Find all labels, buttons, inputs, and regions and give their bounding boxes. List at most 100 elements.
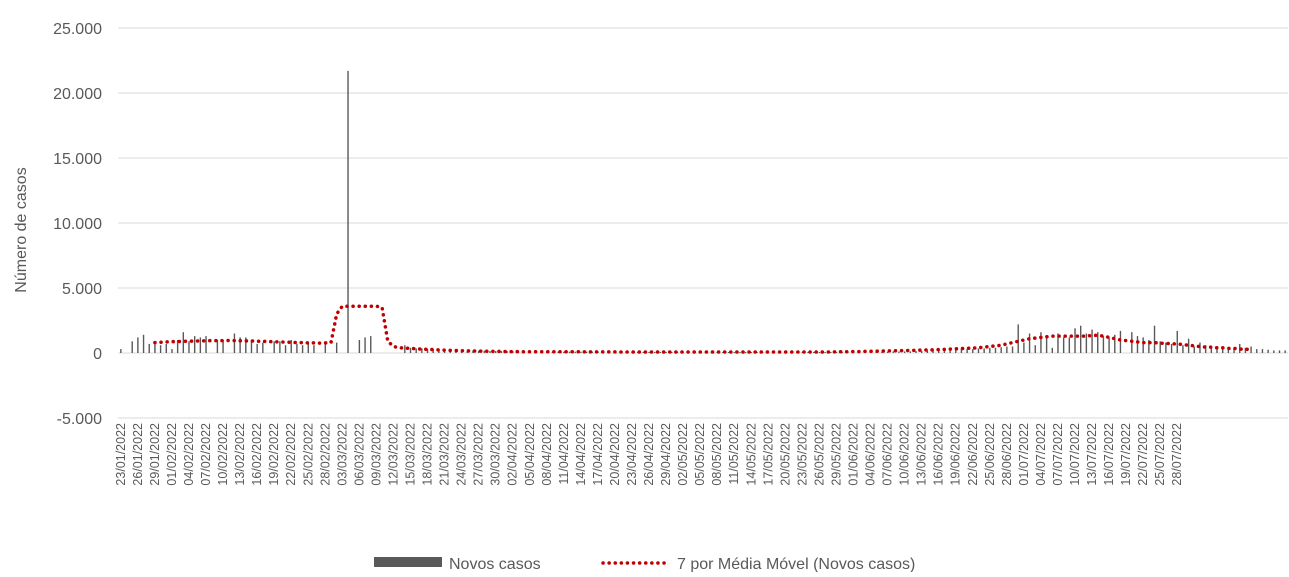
bar xyxy=(642,351,645,353)
bar xyxy=(983,348,985,353)
bar xyxy=(245,337,247,353)
x-tick-label: 19/07/2022 xyxy=(1119,423,1133,486)
bars-novos-casos xyxy=(120,70,1286,354)
bar xyxy=(1159,341,1161,353)
x-tick-label: 22/06/2022 xyxy=(966,423,980,486)
bar xyxy=(989,347,991,353)
bar xyxy=(347,70,349,354)
bar xyxy=(193,336,196,353)
x-tick-label: 22/07/2022 xyxy=(1136,423,1150,486)
x-axis-ticks: 23/01/2022 26/01/2022 29/01/2022 01/02/2022… xyxy=(114,423,1184,486)
y-tick-label: 15.000 xyxy=(53,151,102,168)
bar xyxy=(932,350,934,353)
x-tick-label: 08/04/2022 xyxy=(540,423,554,486)
bar xyxy=(489,351,491,353)
bar xyxy=(273,341,275,353)
bar xyxy=(1102,336,1105,353)
bar xyxy=(1278,350,1281,353)
bar xyxy=(1006,346,1008,353)
y-tick-label: 5.000 xyxy=(62,281,102,298)
y-axis-ticks: -5.000 0 5.000 10.000 15.000 20.000 25.000 xyxy=(53,21,102,428)
bar xyxy=(1176,330,1178,353)
x-tick-label: 05/04/2022 xyxy=(523,423,537,486)
x-tick-label: 03/03/2022 xyxy=(335,423,349,486)
bar xyxy=(1119,330,1122,353)
bar xyxy=(648,351,650,353)
bar xyxy=(404,345,406,353)
x-tick-label: 14/04/2022 xyxy=(574,423,588,486)
bar xyxy=(1074,328,1076,353)
bar xyxy=(1182,345,1184,353)
x-tick-label: 10/07/2022 xyxy=(1068,423,1082,486)
bar xyxy=(1142,337,1144,353)
bar xyxy=(290,340,292,353)
bar xyxy=(1108,337,1110,353)
bar xyxy=(807,351,809,353)
bar xyxy=(659,351,662,353)
bar xyxy=(1261,349,1264,353)
x-tick-label: 23/01/2022 xyxy=(114,423,128,486)
x-tick-label: 07/06/2022 xyxy=(881,423,895,486)
bar xyxy=(324,342,327,353)
x-tick-label: 26/04/2022 xyxy=(642,423,656,486)
bar xyxy=(1051,347,1053,353)
x-tick-label: 02/05/2022 xyxy=(676,423,690,486)
bar xyxy=(1193,346,1195,353)
x-tick-label: 22/02/2022 xyxy=(284,423,298,486)
x-tick-label: 19/06/2022 xyxy=(949,423,963,486)
x-tick-label: 19/02/2022 xyxy=(267,423,281,486)
bar xyxy=(892,351,894,353)
bar xyxy=(222,340,224,353)
bar xyxy=(159,345,162,353)
bar xyxy=(256,343,258,353)
bar xyxy=(654,351,656,353)
bar xyxy=(296,343,298,353)
bar xyxy=(1091,329,1093,353)
x-tick-label: 29/01/2022 xyxy=(148,423,162,486)
bar xyxy=(585,351,588,353)
x-tick-label: 09/03/2022 xyxy=(369,423,383,486)
bar xyxy=(1011,346,1014,353)
bar xyxy=(199,337,202,353)
bar xyxy=(727,351,730,353)
bar xyxy=(886,351,889,353)
legend-label-novos-casos: Novos casos xyxy=(449,556,541,572)
x-tick-label: 07/02/2022 xyxy=(199,423,213,486)
bar xyxy=(1256,349,1258,353)
x-tick-label: 01/07/2022 xyxy=(1017,423,1031,486)
bar xyxy=(915,351,917,353)
x-tick-label: 28/02/2022 xyxy=(318,423,332,486)
x-tick-label: 16/06/2022 xyxy=(932,423,946,486)
bar xyxy=(239,337,241,353)
x-tick-label: 14/05/2022 xyxy=(744,423,758,486)
y-axis-label: Número de casos xyxy=(13,167,30,292)
bar xyxy=(120,349,122,353)
x-tick-label: 04/06/2022 xyxy=(864,423,878,486)
bar xyxy=(1000,347,1002,353)
bar xyxy=(1165,342,1167,353)
bar xyxy=(477,350,480,353)
bar xyxy=(1221,346,1224,353)
bar xyxy=(188,341,190,353)
bar xyxy=(250,340,253,353)
bar xyxy=(835,351,838,353)
x-tick-label: 11/05/2022 xyxy=(727,423,741,485)
x-tick-label: 25/07/2022 xyxy=(1153,423,1167,486)
bar xyxy=(1040,332,1042,353)
x-tick-label: 07/07/2022 xyxy=(1051,423,1065,486)
bar xyxy=(148,343,150,353)
legend-swatch-novos-casos xyxy=(374,557,442,567)
bar xyxy=(563,351,565,353)
bar xyxy=(1045,337,1048,353)
bar xyxy=(506,351,508,353)
bar xyxy=(949,349,951,353)
bar xyxy=(500,351,503,353)
bar xyxy=(409,347,412,353)
x-tick-label: 20/04/2022 xyxy=(608,423,622,486)
bar xyxy=(938,350,940,353)
bar xyxy=(216,340,219,353)
x-tick-label: 29/04/2022 xyxy=(659,423,673,486)
bar xyxy=(557,351,559,353)
x-tick-label: 02/04/2022 xyxy=(506,423,520,486)
